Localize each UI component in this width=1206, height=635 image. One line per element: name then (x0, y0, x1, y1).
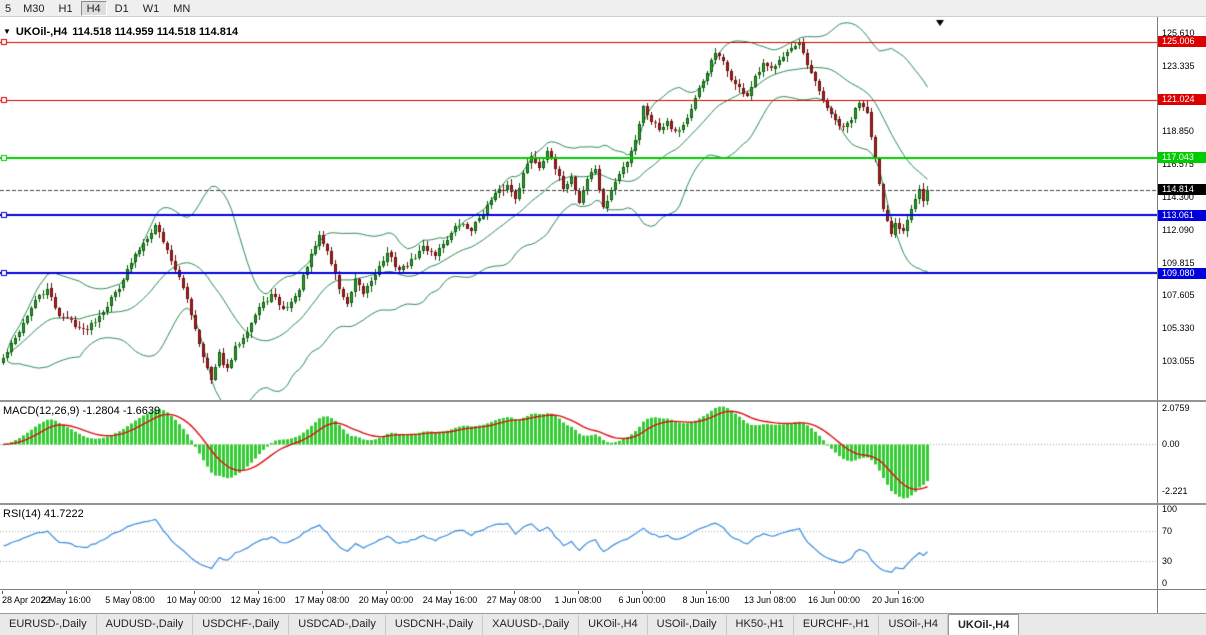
price-axis[interactable]: 125.610 123.335 118.850 116.575 114.300 112.0… (1157, 17, 1206, 400)
chart-tab-bar: EURUSD-,Daily AUDUSD-,Daily USDCHF-,Daily U… (0, 613, 1206, 635)
time-tick (642, 591, 643, 594)
rsi-axis-label: 70 (1162, 526, 1173, 536)
chart-tab-7[interactable]: USOil-,Daily (647, 615, 727, 635)
price-chart-canvas[interactable] (0, 17, 1157, 400)
time-tick (2, 591, 3, 594)
time-tick (514, 591, 515, 594)
level-price-box: 109.080 (1158, 268, 1206, 279)
timeframe-button-h4[interactable]: H4 (80, 0, 107, 16)
rsi-axis-label: 30 (1162, 556, 1173, 566)
timeframe-button-m30[interactable]: M30 (23, 2, 45, 15)
level-price-box: 113.061 (1158, 210, 1206, 221)
timeframe-toolbar: 5 M30 H1 H4 D1 W1 MN (0, 0, 1206, 17)
rsi-axis[interactable]: 100 70 30 0 (1157, 504, 1206, 589)
time-axis-label: 8 Jun 16:00 (682, 595, 730, 605)
rsi-axis-label: 0 (1162, 578, 1168, 588)
timeframe-button-5[interactable]: 5 (5, 2, 12, 15)
timeframe-button-w1[interactable]: W1 (142, 2, 160, 15)
rsi-chart-canvas[interactable] (0, 505, 1157, 589)
time-axis-label: 6 Jun 00:00 (618, 595, 666, 605)
time-axis-corner (1157, 589, 1206, 613)
chart-tab-5[interactable]: XAUUSD-,Daily (483, 615, 580, 635)
time-axis-label: 1 Jun 08:00 (554, 595, 602, 605)
time-axis-label: 17 May 08:00 (294, 595, 350, 605)
chart-tab-3[interactable]: USDCAD-,Daily (289, 615, 386, 635)
chart-tab-2[interactable]: USDCHF-,Daily (193, 615, 290, 635)
chart-tab-0[interactable]: EURUSD-,Daily (0, 615, 97, 635)
time-tick (898, 591, 899, 594)
chart-tab-8[interactable]: HK50-,H1 (726, 615, 794, 635)
price-axis-label: 112.090 (1162, 225, 1194, 235)
time-axis[interactable]: 28 Apr 2022 2 May 16:00 5 May 08:00 10 May … (0, 589, 1157, 613)
price-pane: ▼ UKOil-,H4 114.518 114.959 114.518 114.… (0, 17, 1206, 400)
time-axis-label: 24 May 16:00 (422, 595, 478, 605)
chart-tab-11[interactable]: UKOil-,H4 (947, 614, 1020, 635)
level-price-box: 125.006 (1158, 36, 1206, 47)
pane-separator-macd[interactable] (0, 400, 1206, 402)
chart-tab-6[interactable]: UKOil-,H4 (579, 615, 648, 635)
chart-tab-1[interactable]: AUDUSD-,Daily (96, 615, 194, 635)
time-axis-label: 20 Jun 16:00 (871, 595, 925, 605)
chart-tab-9[interactable]: EURCHF-,H1 (793, 615, 880, 635)
macd-axis-label: -2.221 (1162, 486, 1188, 496)
time-tick (770, 591, 771, 594)
time-axis-label: 12 May 16:00 (230, 595, 286, 605)
rsi-axis-label: 100 (1162, 504, 1178, 514)
price-axis-label: 103.055 (1162, 356, 1195, 366)
time-axis-label: 5 May 08:00 (105, 595, 155, 605)
time-axis-label: 28 Apr 2022 (2, 595, 51, 605)
time-axis-label: 16 Jun 00:00 (807, 595, 861, 605)
time-tick (450, 591, 451, 594)
price-axis-label: 105.330 (1162, 323, 1195, 333)
time-tick (322, 591, 323, 594)
time-tick (258, 591, 259, 594)
price-axis-label: 116.575 (1162, 159, 1194, 169)
macd-axis[interactable]: 2.0759 0.00 -2.221 (1157, 402, 1206, 503)
chart-tab-4[interactable]: USDCNH-,Daily (385, 615, 484, 635)
time-axis-row: 28 Apr 2022 2 May 16:00 5 May 08:00 10 May … (0, 589, 1206, 613)
time-axis-label: 20 May 00:00 (358, 595, 414, 605)
macd-axis-label: 0.00 (1162, 439, 1180, 449)
level-price-box: 121.024 (1158, 94, 1206, 105)
time-tick (194, 591, 195, 594)
time-tick (578, 591, 579, 594)
macd-chart-canvas[interactable] (0, 402, 1157, 503)
time-axis-label: 10 May 00:00 (166, 595, 222, 605)
timeframe-button-mn[interactable]: MN (173, 2, 191, 15)
current-price-box: 114.814 (1158, 184, 1206, 195)
price-axis-label: 114.300 (1162, 192, 1194, 202)
time-tick (386, 591, 387, 594)
macd-axis-label: 2.0759 (1162, 403, 1190, 413)
time-tick (706, 591, 707, 594)
time-axis-label: 13 Jun 08:00 (743, 595, 797, 605)
price-axis-label: 109.815 (1162, 258, 1195, 268)
timeframe-button-d1[interactable]: D1 (114, 2, 129, 15)
time-axis-label: 27 May 08:00 (486, 595, 542, 605)
macd-pane: MACD(12,26,9) -1.2804 -1.6639 2.0759 0.00… (0, 402, 1206, 503)
price-axis-label: 125.610 (1162, 28, 1195, 38)
price-axis-label: 123.335 (1162, 61, 1195, 71)
chart-tab-10[interactable]: USOil-,H4 (879, 615, 948, 635)
rsi-pane: RSI(14) 41.7222 100 70 30 0 (0, 504, 1206, 589)
price-axis-label: 107.605 (1162, 290, 1195, 300)
time-axis-label: 2 May 16:00 (41, 595, 91, 605)
price-axis-label: 118.850 (1162, 126, 1194, 136)
pane-separator-rsi[interactable] (0, 503, 1206, 505)
timeframe-button-h1[interactable]: H1 (58, 2, 73, 15)
time-tick (834, 591, 835, 594)
time-tick (130, 591, 131, 594)
level-price-box: 117.043 (1158, 152, 1206, 163)
time-tick (66, 591, 67, 594)
